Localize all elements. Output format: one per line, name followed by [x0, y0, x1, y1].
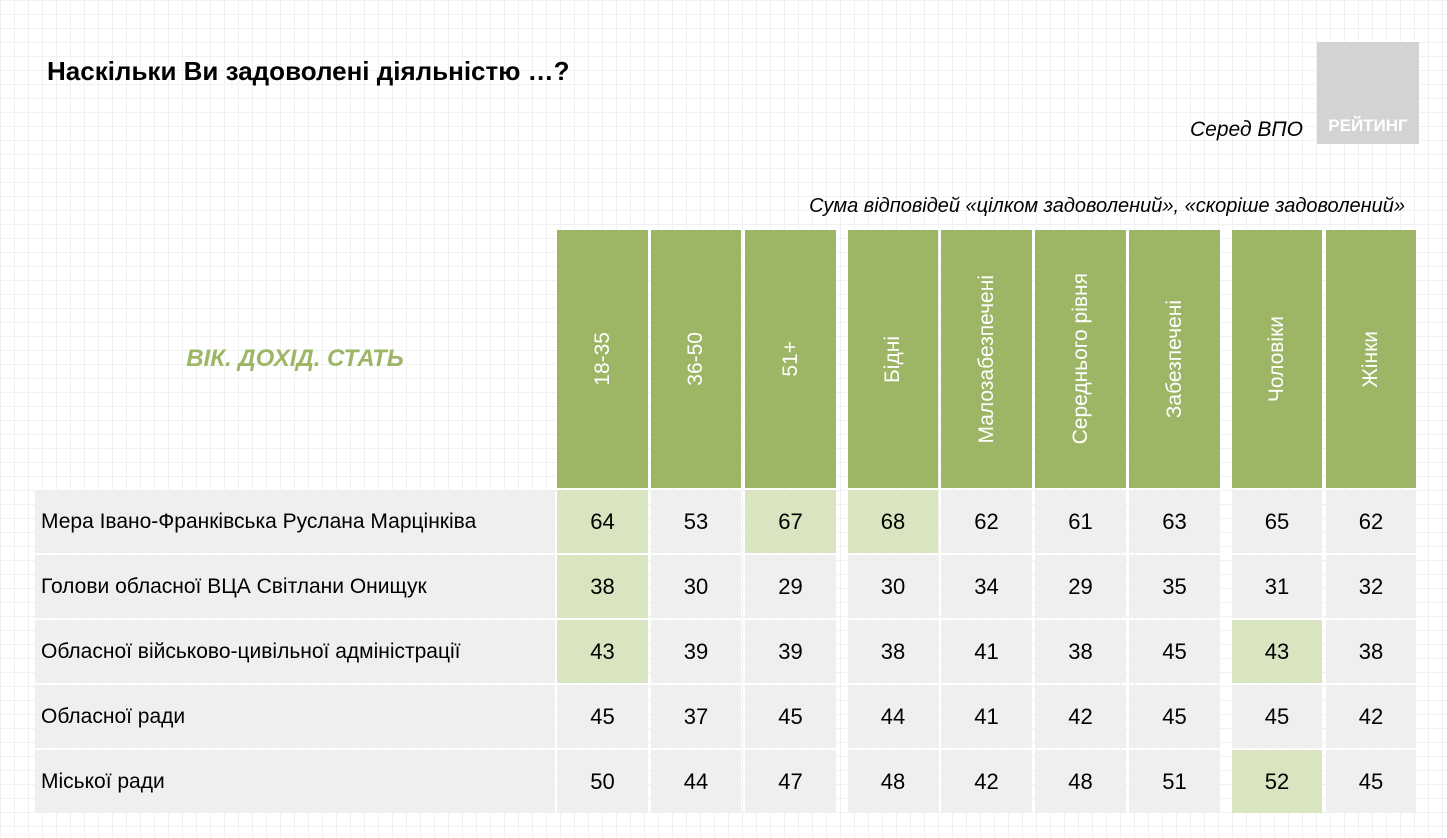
row-label: Голови обласної ВЦА Світлани Онищук — [35, 555, 555, 618]
table-cell: 29 — [1035, 555, 1126, 618]
table-cell: 39 — [745, 620, 836, 683]
table-cell: 38 — [848, 620, 938, 683]
table-cell: 63 — [1129, 490, 1220, 553]
table-cell: 29 — [745, 555, 836, 618]
table-cell: 47 — [745, 750, 836, 813]
table-cell: 38 — [557, 555, 648, 618]
table-cell: 38 — [1326, 620, 1416, 683]
table-cell: 44 — [848, 685, 938, 748]
table-cell: 42 — [1326, 685, 1416, 748]
column-header-label: Малозабезпечені — [974, 274, 998, 444]
table-cell: 62 — [941, 490, 1032, 553]
column-header-label: Середнього рівня — [1068, 273, 1092, 445]
table-cell: 38 — [1035, 620, 1126, 683]
table-cell: 48 — [1035, 750, 1126, 813]
table-cell: 62 — [1326, 490, 1416, 553]
table-cell: 41 — [941, 620, 1032, 683]
column-header: Жінки — [1326, 230, 1416, 488]
column-header-label: Бідні — [881, 335, 904, 383]
table-cell: 45 — [745, 685, 836, 748]
column-header-label: Забезпечені — [1162, 299, 1186, 419]
table-cell: 45 — [1129, 620, 1220, 683]
column-header: Чоловіки — [1232, 230, 1322, 488]
subtitle: Серед ВПО — [1190, 118, 1303, 141]
column-header: 36-50 — [651, 230, 741, 488]
table-cell: 31 — [1232, 555, 1322, 618]
table-cell: 61 — [1035, 490, 1126, 553]
column-header: Середнього рівня — [1035, 230, 1126, 488]
table-cell: 50 — [557, 750, 648, 813]
group-label: ВІК. ДОХІД. СТАТЬ — [186, 345, 404, 372]
row-label: Обласної військово-цивільної адміністрац… — [35, 620, 555, 683]
table-cell: 34 — [941, 555, 1032, 618]
row-label: Обласної ради — [35, 685, 555, 748]
column-header-label: Чоловіки — [1265, 315, 1288, 403]
table-cell: 42 — [1035, 685, 1126, 748]
column-header-label: 51+ — [778, 341, 802, 377]
row-label: Міської ради — [35, 750, 555, 813]
table-cell: 64 — [557, 490, 648, 553]
table-cell: 39 — [651, 620, 741, 683]
table-cell: 65 — [1232, 490, 1322, 553]
column-header: Забезпечені — [1129, 230, 1220, 488]
column-header-label: Жінки — [1359, 330, 1382, 388]
table-cell: 51 — [1129, 750, 1220, 813]
table-cell: 42 — [941, 750, 1032, 813]
column-header: 51+ — [745, 230, 836, 488]
table-cell: 45 — [1129, 685, 1220, 748]
table-cell: 41 — [941, 685, 1032, 748]
column-header-label: 18-35 — [590, 332, 614, 386]
column-header: Бідні — [848, 230, 938, 488]
table-cell: 37 — [651, 685, 741, 748]
table-cell: 43 — [1232, 620, 1322, 683]
table-cell: 67 — [745, 490, 836, 553]
table-cell: 44 — [651, 750, 741, 813]
table-cell: 45 — [1232, 685, 1322, 748]
table-cell: 52 — [1232, 750, 1322, 813]
table-cell: 48 — [848, 750, 938, 813]
table-cell: 43 — [557, 620, 648, 683]
table-note: Сума відповідей «цілком задоволений», «с… — [809, 195, 1405, 217]
table-cell: 32 — [1326, 555, 1416, 618]
table-cell: 68 — [848, 490, 938, 553]
rating-logo: РЕЙТИНГ — [1317, 42, 1419, 144]
logo-text: РЕЙТИНГ — [1328, 116, 1408, 135]
column-header-label: 36-50 — [684, 332, 707, 386]
row-label: Мера Івано-Франківська Руслана Марцінків… — [35, 490, 555, 553]
table-cell: 45 — [557, 685, 648, 748]
column-header: 18-35 — [557, 230, 648, 488]
table-cell: 45 — [1326, 750, 1416, 813]
table-cell: 35 — [1129, 555, 1220, 618]
column-header: Малозабезпечені — [941, 230, 1032, 488]
table-cell: 30 — [651, 555, 741, 618]
page-title: Наскільки Ви задоволені діяльністю …? — [47, 56, 570, 86]
table-cell: 30 — [848, 555, 938, 618]
table-cell: 53 — [651, 490, 741, 553]
